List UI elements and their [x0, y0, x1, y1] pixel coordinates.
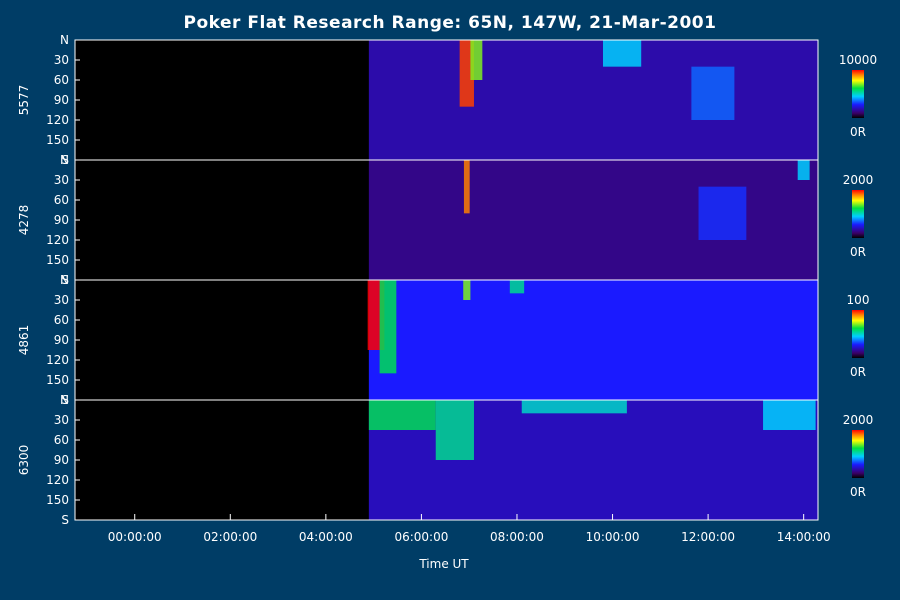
x-axis: 00:00:00 02:00:00 04:00:00 06:00:00 08:00:00…: [108, 514, 831, 544]
x-tick-label: 04:00:00: [299, 530, 353, 544]
y-tick-label: 150: [46, 133, 69, 147]
panel-label: 6300: [17, 445, 31, 476]
y-tick-label: 120: [46, 233, 69, 247]
panel-label: 4278: [17, 205, 31, 236]
colorbar: [852, 70, 864, 118]
emission-feature: [698, 186, 747, 240]
emission-feature: [379, 280, 397, 374]
emission-feature: [368, 400, 436, 430]
y-tick-label: S: [61, 153, 69, 167]
x-tick-label: 00:00:00: [108, 530, 162, 544]
colorbar-min-label: 0R: [850, 245, 866, 259]
y-tick-label: S: [61, 273, 69, 287]
y-tick-label: 30: [54, 53, 69, 67]
x-tick-label: 06:00:00: [394, 530, 448, 544]
colorbar-max-label: 2000: [843, 413, 874, 427]
y-tick-label: 120: [46, 473, 69, 487]
panels-group: N 30 60 90 120 150 S 5577 10000 0R N 30 60 90 120 150 S 4…: [17, 33, 877, 527]
y-tick-label: 120: [46, 353, 69, 367]
x-axis-label: Time UT: [418, 557, 469, 571]
y-tick-label: 150: [46, 493, 69, 507]
colorbar: [852, 190, 864, 238]
emission-feature: [509, 280, 525, 294]
x-tick-label: 14:00:00: [777, 530, 831, 544]
x-tick-label: 02:00:00: [203, 530, 257, 544]
y-tick-label: 30: [54, 293, 69, 307]
panel-label: 4861: [17, 325, 31, 356]
colorbar-min-label: 0R: [850, 485, 866, 499]
panel-label: 5577: [17, 85, 31, 116]
emission-feature: [602, 40, 642, 67]
y-tick-label: 150: [46, 373, 69, 387]
y-tick-label: 150: [46, 253, 69, 267]
colorbar-max-label: 10000: [839, 53, 877, 67]
x-tick-label: 08:00:00: [490, 530, 544, 544]
data-region: [368, 160, 818, 280]
colorbar: [852, 310, 864, 358]
emission-feature: [435, 400, 474, 460]
y-tick-label: N: [60, 33, 69, 47]
y-tick-label: 60: [54, 73, 69, 87]
chart-title: Poker Flat Research Range: 65N, 147W, 21…: [184, 13, 717, 33]
y-tick-label: N: [60, 153, 69, 167]
emission-feature: [691, 66, 735, 120]
y-tick-label: 90: [54, 333, 69, 347]
data-region: [368, 40, 818, 160]
y-tick-label: 60: [54, 193, 69, 207]
y-tick-label: 30: [54, 173, 69, 187]
y-tick-label: N: [60, 393, 69, 407]
y-tick-label: 120: [46, 113, 69, 127]
colorbar-min-label: 0R: [850, 125, 866, 139]
data-region: [368, 280, 818, 400]
y-tick-label: 60: [54, 433, 69, 447]
panel-6300: N 30 60 90 120 150 S 6300 2000 0R: [17, 393, 873, 527]
y-tick-label: N: [60, 273, 69, 287]
x-tick-label: 12:00:00: [681, 530, 735, 544]
y-tick-label: 30: [54, 413, 69, 427]
y-tick-label: 60: [54, 313, 69, 327]
y-tick-label: S: [61, 513, 69, 527]
colorbar-max-label: 100: [847, 293, 870, 307]
y-tick-label: 90: [54, 93, 69, 107]
panel-5577: N 30 60 90 120 150 S 5577 10000 0R: [17, 33, 877, 167]
colorbar-max-label: 2000: [843, 173, 874, 187]
y-tick-label: S: [61, 393, 69, 407]
emission-feature: [470, 40, 483, 80]
emission-feature: [463, 280, 471, 300]
emission-feature: [797, 160, 810, 180]
panel-4861: N 30 60 90 120 150 S 4861 100 0R: [17, 273, 869, 407]
emission-feature: [763, 400, 816, 430]
y-tick-label: 90: [54, 453, 69, 467]
colorbar-min-label: 0R: [850, 365, 866, 379]
colorbar: [852, 430, 864, 478]
y-tick-label: 90: [54, 213, 69, 227]
emission-feature: [463, 160, 470, 214]
x-tick-label: 10:00:00: [586, 530, 640, 544]
emission-feature: [521, 400, 627, 414]
panel-4278: N 30 60 90 120 150 S 4278 2000 0R: [17, 153, 873, 287]
